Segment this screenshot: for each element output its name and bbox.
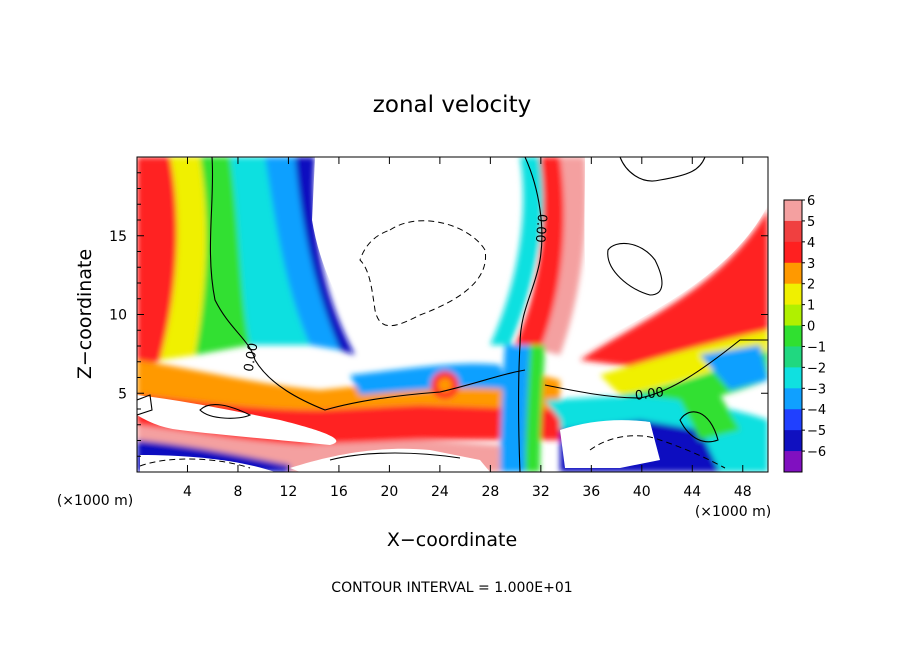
x-scale-label-left: (×1000 m) — [57, 493, 133, 509]
x-tick-label: 40 — [633, 484, 651, 500]
chart-title: zonal velocity — [373, 92, 531, 118]
contour-labels: 0.00 0.00 0.00 — [242, 213, 665, 404]
colorbar-swatch — [784, 409, 802, 431]
zero-contour-left — [209, 157, 526, 411]
colorbar-swatch — [784, 430, 802, 452]
contour-interval-note: CONTOUR INTERVAL = 1.000E+01 — [331, 580, 572, 596]
colorbar-label: 6 — [807, 194, 815, 209]
x-tick-label: 20 — [380, 484, 398, 500]
y-tick-label: 15 — [109, 229, 127, 245]
colorbar-swatch — [784, 241, 802, 264]
velocity-field — [137, 157, 768, 472]
contour-label: 0.00 — [634, 385, 665, 404]
colorbar-swatch — [784, 325, 802, 347]
negative-contours — [139, 220, 726, 469]
x-tick-label: 4 — [183, 484, 192, 500]
y-tick-label: 5 — [118, 386, 127, 402]
colorbar-label: 2 — [807, 278, 815, 293]
contour-label: 0.00 — [242, 342, 262, 373]
colorbar-label: 0 — [807, 320, 815, 335]
colorbar-label: −3 — [807, 382, 826, 397]
x-tick-label: 24 — [431, 484, 449, 500]
colorbar-label: 1 — [807, 299, 815, 314]
closed-contour-right — [607, 242, 663, 296]
x-axis: 4 8 12 16 20 24 28 32 36 40 44 48 — [183, 157, 752, 500]
colorbar-swatch — [784, 220, 802, 243]
colorbar-swatch — [784, 451, 802, 473]
colorbar-swatch — [784, 346, 802, 368]
colorbar-label: −1 — [807, 340, 826, 355]
zero-contour-right — [544, 339, 768, 399]
colorbar-label: 5 — [807, 215, 815, 230]
y-axis-label: Z−coordinate — [74, 249, 96, 379]
colorbar-label: −5 — [807, 424, 826, 439]
x-tick-label: 8 — [233, 484, 242, 500]
x-axis-label: X−coordinate — [387, 529, 517, 551]
colorbar: 6 5 4 3 2 1 0 −1 −2 −3 −4 −5 −6 — [783, 194, 826, 473]
contour-lines — [137, 157, 768, 472]
y-axis: 5 10 15 — [109, 172, 768, 457]
colorbar-swatch — [784, 262, 802, 285]
y-tick-label: 10 — [109, 308, 127, 324]
x-scale-label-right: (×1000 m) — [695, 504, 771, 520]
x-tick-label: 44 — [683, 484, 701, 500]
x-tick-label: 16 — [330, 484, 348, 500]
colorbar-swatch — [784, 283, 802, 306]
contour-label: 0.00 — [532, 213, 549, 243]
colorbar-swatch — [784, 388, 802, 410]
colorbar-label: 4 — [807, 236, 815, 251]
zero-contour-mid — [517, 157, 543, 472]
white-core-region — [312, 157, 515, 350]
x-tick-label: 12 — [280, 484, 298, 500]
colorbar-swatch — [784, 200, 802, 222]
colorbar-label: 3 — [807, 257, 815, 272]
x-tick-label: 36 — [582, 484, 600, 500]
colorbar-label: −2 — [807, 361, 826, 376]
x-tick-label: 32 — [532, 484, 550, 500]
x-tick-label: 28 — [481, 484, 499, 500]
colorbar-swatch — [784, 367, 802, 389]
colorbar-label: −6 — [807, 445, 826, 460]
x-tick-label: 48 — [734, 484, 752, 500]
colorbar-frame — [783, 199, 803, 473]
colorbar-swatch — [784, 304, 802, 327]
colorbar-label: −4 — [807, 403, 826, 418]
